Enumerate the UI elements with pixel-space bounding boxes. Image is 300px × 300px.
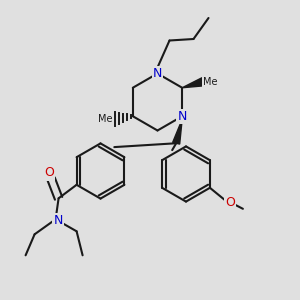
Text: Me: Me — [98, 114, 112, 124]
Polygon shape — [173, 119, 182, 144]
Text: N: N — [178, 110, 187, 123]
Text: N: N — [153, 67, 162, 80]
Text: N: N — [53, 214, 63, 227]
Text: O: O — [225, 196, 235, 209]
Text: O: O — [44, 166, 54, 179]
Polygon shape — [182, 78, 204, 88]
Text: Me: Me — [203, 77, 218, 87]
